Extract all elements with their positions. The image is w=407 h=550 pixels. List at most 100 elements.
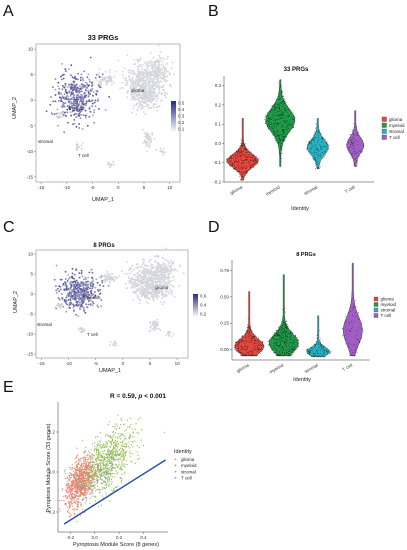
umap-cell (111, 84, 113, 86)
jitter-point (250, 156, 251, 158)
jitter-point (280, 349, 281, 351)
umap-cell (179, 265, 181, 268)
jitter-point (351, 152, 353, 154)
umap-cell (131, 111, 133, 114)
jitter-point (307, 349, 309, 351)
umap-cell (67, 306, 69, 309)
umap-cell (69, 287, 72, 289)
umap-cell (149, 60, 152, 63)
jitter-point (255, 159, 257, 160)
jitter-point (325, 152, 327, 153)
umap-cell (70, 289, 73, 291)
x-tick-label: 10 (167, 185, 173, 190)
panel-c-colorbar: 0.60.40.2 (193, 294, 207, 317)
y-tick-label: -10 (26, 149, 33, 154)
jitter-point (240, 152, 242, 153)
umap-cell (126, 92, 128, 94)
jitter-point (284, 137, 286, 138)
umap-cell (152, 106, 155, 109)
jitter-point (277, 114, 279, 116)
jitter-point (286, 136, 287, 138)
umap-cell (63, 93, 66, 95)
umap-cell (162, 84, 165, 87)
jitter-point (242, 169, 243, 171)
jitter-point (284, 139, 286, 141)
jitter-point (283, 331, 285, 333)
jitter-point (309, 349, 311, 351)
umap-cell (98, 68, 101, 70)
jitter-point (242, 140, 244, 141)
jitter-point (353, 141, 355, 143)
jitter-point (320, 162, 321, 163)
colorbar-step (171, 116, 176, 118)
jitter-point (257, 345, 259, 347)
jitter-point (272, 346, 274, 348)
umap-cell (71, 276, 73, 279)
umap-cell (154, 325, 157, 327)
umap-cell (65, 296, 68, 299)
umap-cell (130, 82, 133, 84)
jitter-point (306, 148, 308, 150)
jitter-point (308, 140, 310, 142)
jitter-point (278, 150, 280, 152)
jitter-point (349, 330, 350, 331)
jitter-point (237, 352, 239, 353)
jitter-point (238, 148, 240, 149)
jitter-point (270, 109, 271, 111)
jitter-point (286, 336, 288, 337)
umap-cell (60, 98, 63, 101)
jitter-point (254, 342, 256, 344)
jitter-point (277, 354, 279, 356)
jitter-point (239, 145, 240, 147)
jitter-point (287, 122, 289, 124)
jitter-point (269, 117, 271, 119)
jitter-point (249, 355, 251, 357)
jitter-point (242, 353, 244, 355)
colorbar-tick-label: 0.6 (200, 294, 207, 299)
colorbar-step (193, 314, 198, 317)
jitter-point (254, 160, 256, 162)
jitter-point (318, 344, 320, 346)
umap-cell (163, 66, 166, 69)
umap-cell (90, 90, 92, 93)
jitter-point (278, 98, 280, 100)
jitter-point (241, 355, 243, 357)
umap-cell (106, 76, 109, 78)
umap-cell (169, 283, 172, 286)
jitter-point (359, 338, 361, 340)
umap-cell (70, 301, 72, 304)
umap-cell (80, 269, 83, 272)
umap-cell (80, 144, 83, 147)
umap-cell (153, 95, 156, 98)
umap-cell (62, 305, 65, 308)
umap-cell (106, 273, 109, 275)
panel-a-xlabel: UMAP_1 (92, 197, 114, 203)
umap-cell (133, 71, 136, 74)
jitter-point (246, 173, 247, 175)
jitter-point (292, 354, 293, 355)
umap-cell (96, 281, 99, 284)
jitter-point (318, 130, 320, 132)
umap-cell (111, 272, 114, 275)
jitter-point (253, 336, 255, 338)
jitter-point (351, 142, 352, 144)
jitter-point (280, 147, 282, 149)
jitter-point (281, 118, 283, 119)
jitter-point (241, 345, 242, 347)
jitter-point (238, 349, 240, 351)
jitter-point (282, 139, 283, 141)
jitter-point (277, 329, 279, 331)
umap-cell (132, 82, 135, 85)
umap-cell (155, 148, 158, 151)
umap-cell (135, 86, 138, 88)
jitter-point (252, 166, 254, 168)
jitter-point (288, 109, 290, 110)
jitter-point (279, 98, 281, 100)
umap-cell (91, 81, 93, 84)
umap-cell (170, 67, 173, 70)
umap-cell (144, 275, 147, 278)
panel-c-xlabel: UMAP_1 (99, 368, 121, 374)
jitter-point (313, 159, 315, 161)
jitter-point (248, 157, 250, 158)
jitter-point (284, 326, 286, 328)
